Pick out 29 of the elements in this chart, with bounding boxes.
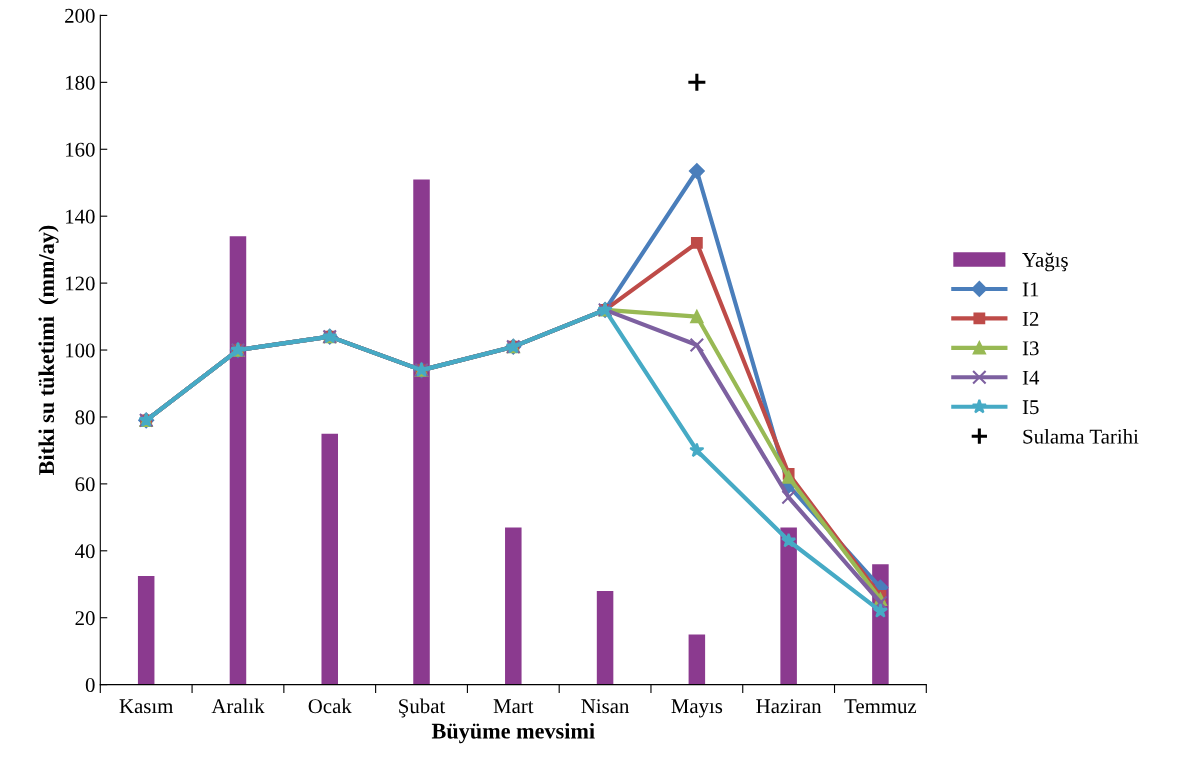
legend-label: Yağış (1022, 252, 1068, 272)
x-tick-label: Şubat (399, 698, 446, 718)
x-tick-label: Ocak (308, 698, 352, 714)
y-tick-label: 100 (66, 343, 95, 358)
y-tick-label: 40 (75, 544, 95, 559)
legend-label: I1 (1022, 282, 1039, 297)
x-tick-label: Temmuz (844, 699, 917, 714)
y-tick-label: 0 (85, 678, 95, 693)
y-tick-label: 60 (75, 477, 95, 492)
x-tick-label: Mayıs (671, 699, 723, 718)
y-tick-label: 200 (65, 8, 95, 23)
legend-label: I4 (1022, 370, 1040, 385)
x-tick-label: Aralık (211, 698, 265, 714)
legend-label: I5 (1022, 400, 1039, 415)
x-tick-label: Kasım (119, 699, 174, 714)
y-tick-label: 20 (75, 611, 95, 626)
y-tick-label: 120 (66, 276, 95, 291)
x-axis-title: Büyüme mevsimi (431, 722, 595, 744)
legend-label: I2 (1022, 311, 1039, 326)
x-tick-label: Haziran (756, 699, 822, 714)
y-tick-label: 160 (66, 142, 95, 157)
y-tick-label: 140 (66, 209, 95, 224)
y-axis-title: Bitki su tüketimi (mm/ay) (38, 225, 59, 475)
legend-label: Sulama Tarihi (1023, 428, 1139, 444)
y-tick-label: 180 (66, 75, 95, 90)
legend-label: I3 (1022, 341, 1039, 356)
x-tick-label: Nisan (581, 699, 630, 714)
y-tick-label: 80 (75, 410, 95, 425)
x-tick-label: Mart (493, 699, 534, 714)
